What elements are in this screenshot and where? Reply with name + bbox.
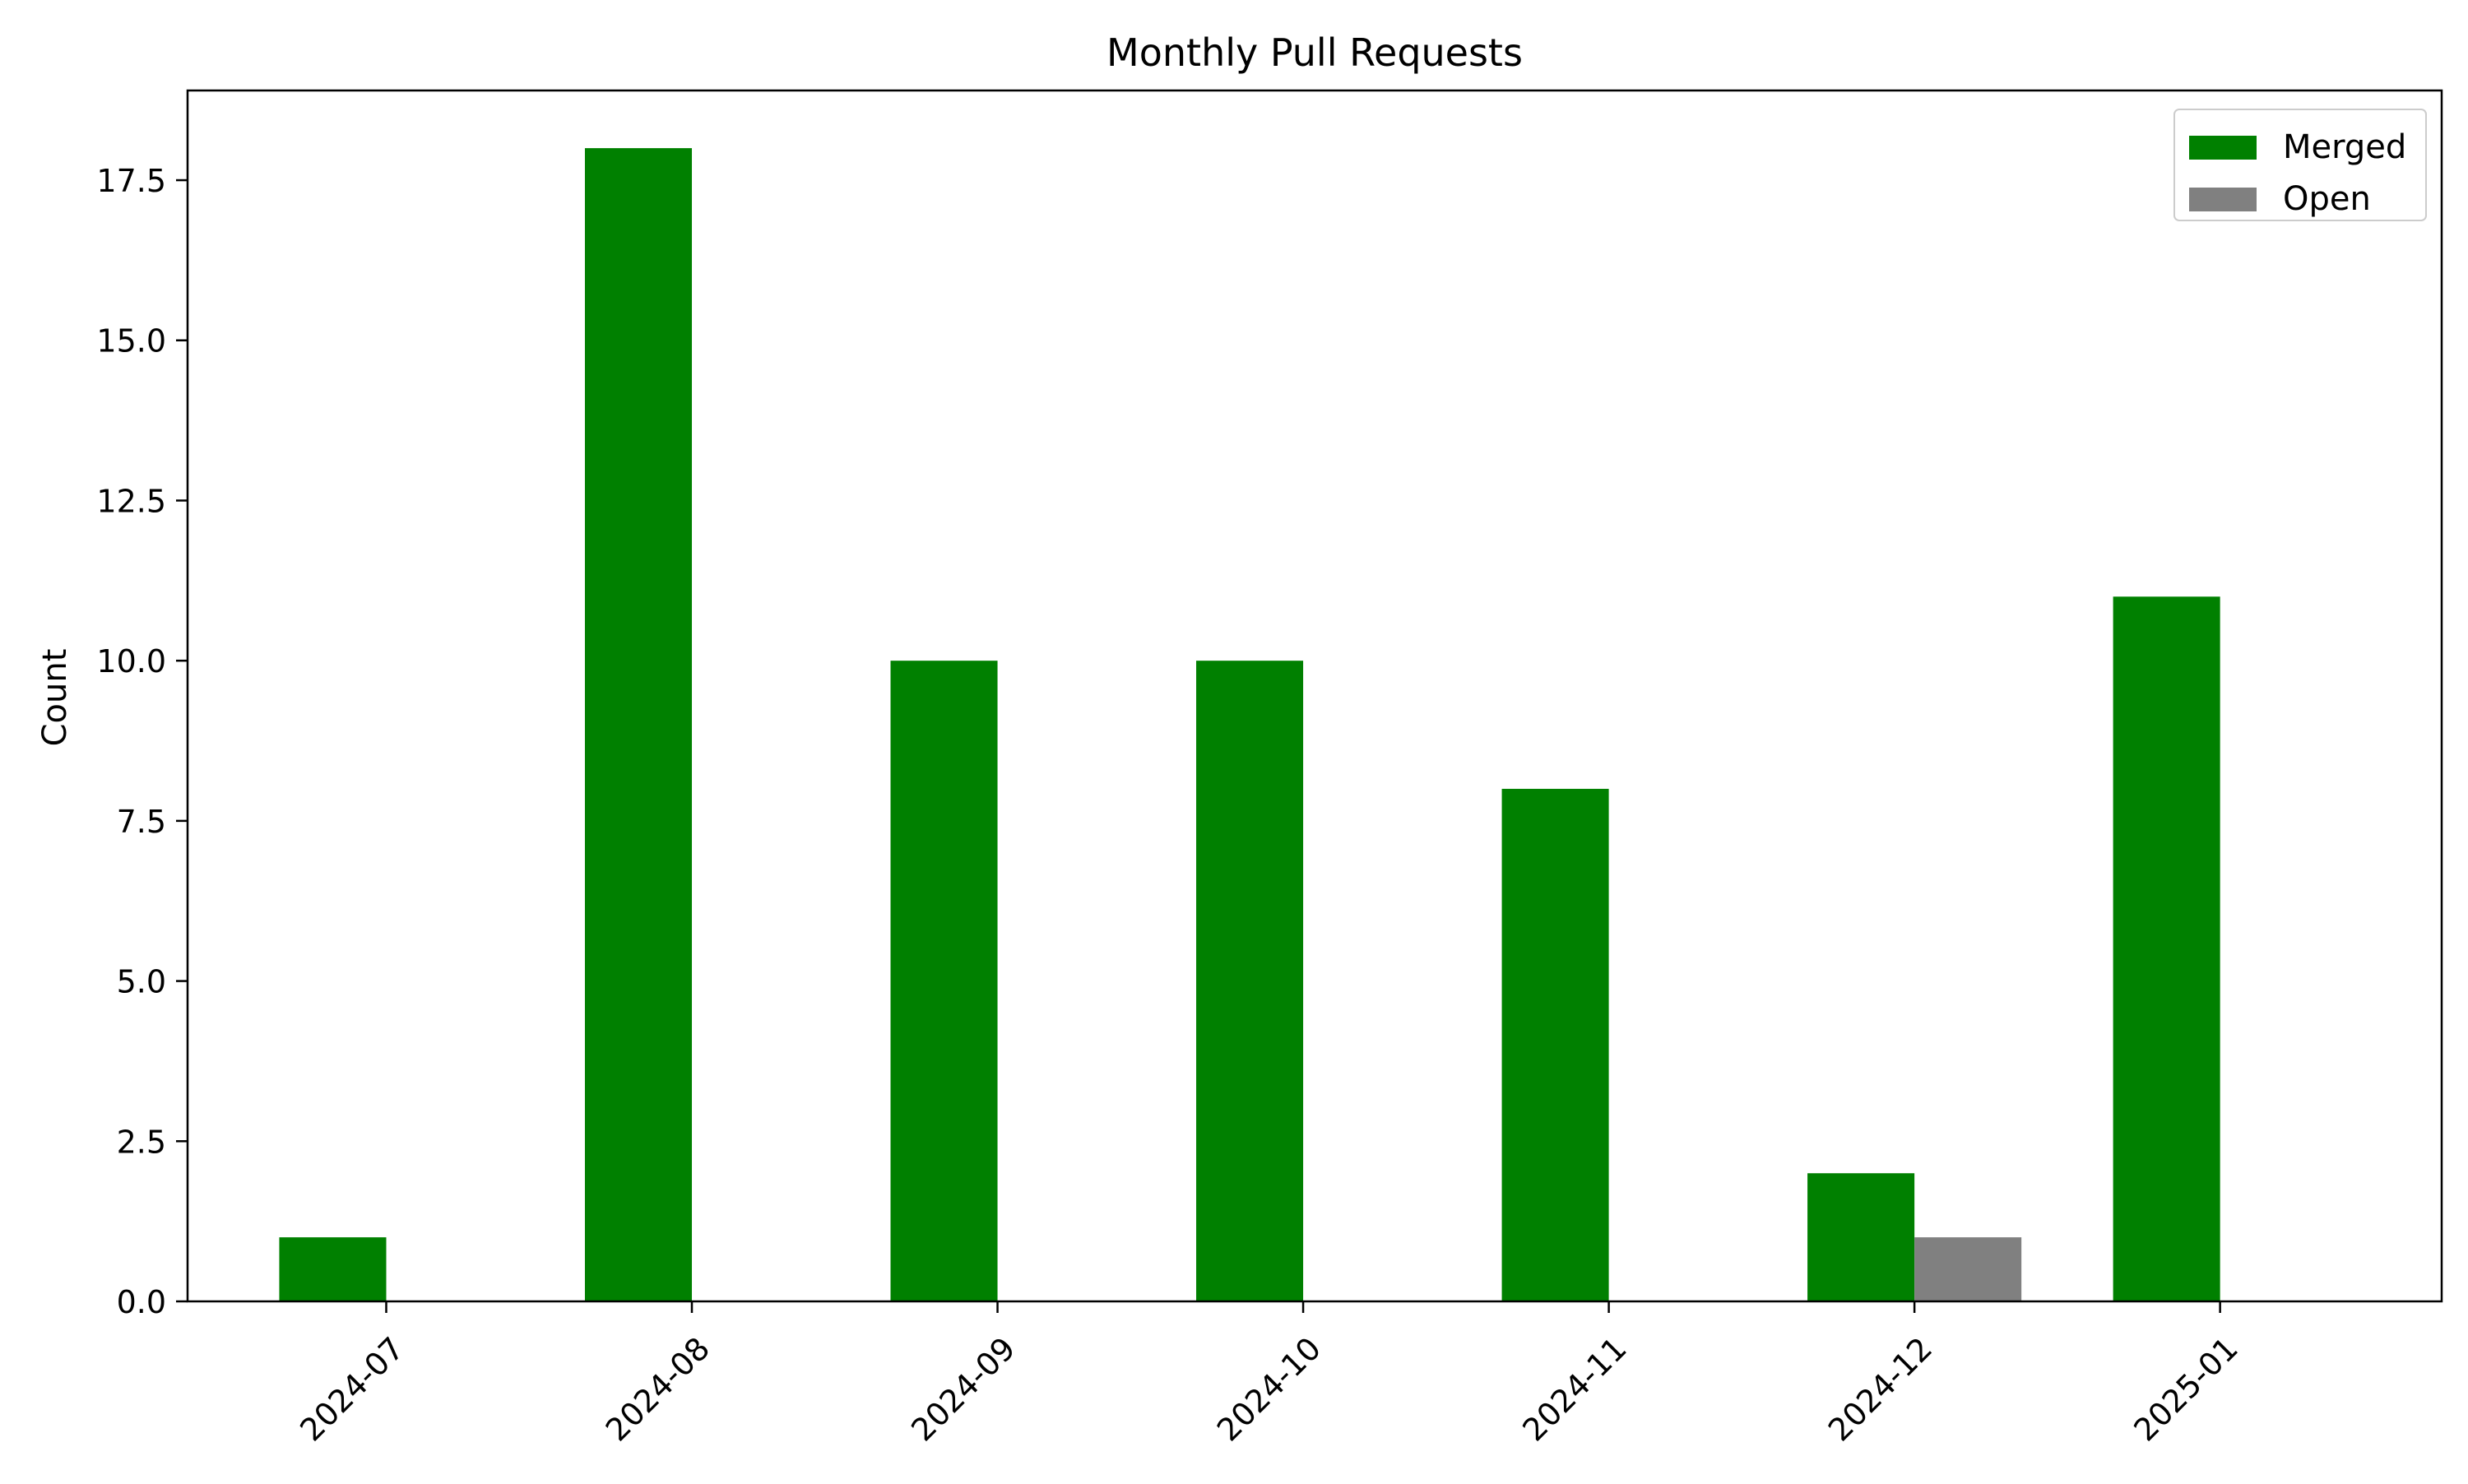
- bar-merged-2024-12: [1807, 1173, 1915, 1301]
- bar-merged-2025-01: [2113, 596, 2220, 1301]
- legend: Merged Open: [2173, 109, 2427, 221]
- legend-label-merged: Merged: [2283, 128, 2406, 166]
- y-tick-label: 17.5: [96, 163, 166, 199]
- y-axis-ticks: 0.0 2.5 5.0 7.5 10.0 12.5 15.0 17.5: [96, 163, 188, 1320]
- y-tick-label: 2.5: [117, 1124, 166, 1160]
- plot-frame: [186, 89, 2443, 1303]
- y-tick-label: 0.0: [117, 1284, 166, 1320]
- y-tick-label: 5.0: [117, 964, 166, 1000]
- legend-swatch-open: [2189, 188, 2257, 211]
- y-axis-label: Count: [36, 649, 74, 747]
- legend-swatch-merged: [2189, 136, 2257, 160]
- y-tick-label: 15.0: [96, 323, 166, 359]
- bar-merged-2024-10: [1196, 661, 1304, 1301]
- bar-merged-2024-07: [279, 1237, 387, 1301]
- bar-merged-2024-09: [890, 661, 998, 1301]
- y-tick-label: 10.0: [96, 643, 166, 679]
- y-tick-label: 12.5: [96, 483, 166, 519]
- bar-merged-2024-11: [1501, 788, 1609, 1301]
- bar-open-2024-12: [1914, 1237, 2022, 1301]
- bars-layer: [279, 148, 2220, 1302]
- bar-merged-2024-08: [584, 148, 693, 1302]
- chart-title: Monthly Pull Requests: [1106, 30, 1523, 75]
- legend-label-open: Open: [2283, 180, 2371, 218]
- y-tick-label: 7.5: [117, 804, 166, 840]
